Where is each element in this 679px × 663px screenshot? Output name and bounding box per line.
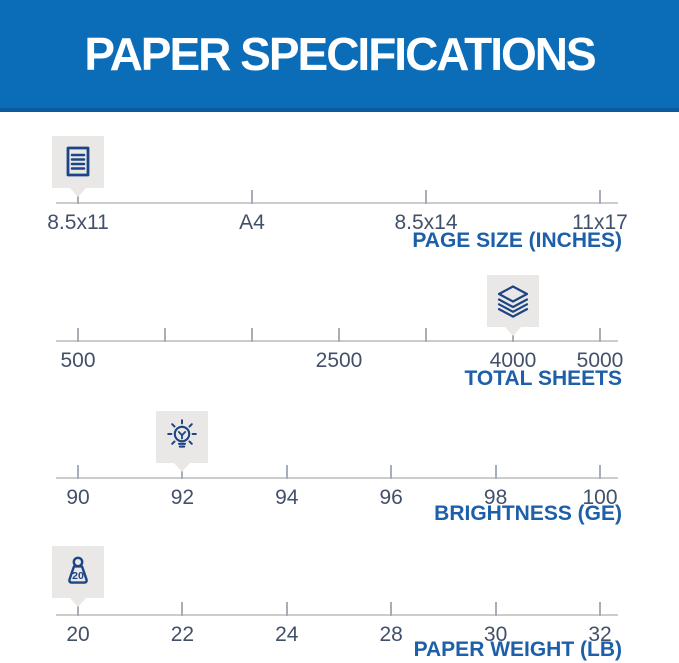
scale-title-paper-weight: PAPER WEIGHT (LB) <box>413 638 622 661</box>
tick-label: 30 <box>483 623 508 646</box>
tick-label: 500 <box>60 349 96 372</box>
scale-title-total-sheets: TOTAL SHEETS <box>464 367 622 390</box>
marker-badge-tail <box>70 188 86 197</box>
tick-mark <box>181 602 184 616</box>
tick-label: A4 <box>239 211 265 234</box>
tick-label: 24 <box>275 623 299 646</box>
tick-label: 11x17 <box>572 211 628 234</box>
tick-mark <box>164 328 166 342</box>
marker-badge-tail <box>505 327 521 336</box>
tick-label: 100 <box>582 486 618 509</box>
tick-label: 8.5x14 <box>394 211 458 234</box>
header-banner: PAPER SPECIFICATIONS <box>0 0 679 112</box>
tick-label: 4000 <box>489 349 537 372</box>
tick-mark <box>425 328 427 342</box>
tick-mark <box>77 465 79 479</box>
axis-line <box>56 614 618 616</box>
document-icon <box>66 146 90 177</box>
tick-mark <box>512 328 514 342</box>
tick-mark <box>599 465 601 479</box>
tick-mark <box>285 602 288 616</box>
tick-mark <box>338 328 340 342</box>
tick-mark <box>599 328 601 342</box>
tick-label: 94 <box>275 486 299 509</box>
tick-label: 8.5x11 <box>47 211 109 234</box>
tick-mark <box>599 190 601 204</box>
axis-line <box>56 202 618 204</box>
axis-line <box>56 340 618 342</box>
tick-mark <box>251 190 253 204</box>
lightbulb-icon <box>167 419 198 448</box>
tick-mark <box>390 465 393 479</box>
tick-mark <box>77 328 79 342</box>
marker-badge-tail <box>70 598 86 607</box>
tick-mark <box>181 465 184 479</box>
tick-label: 90 <box>66 486 90 509</box>
svg-text:20: 20 <box>72 570 84 582</box>
tick-mark <box>285 465 288 479</box>
weight-icon: 20 <box>68 556 88 584</box>
marker-badge <box>52 136 104 197</box>
scale-title-page-size: PAGE SIZE (INCHES) <box>412 229 622 252</box>
tick-mark <box>251 328 253 342</box>
tick-label: 20 <box>66 623 90 646</box>
tick-mark <box>494 602 497 616</box>
tick-mark <box>425 190 427 204</box>
tick-label: 98 <box>483 486 508 509</box>
tick-mark <box>599 602 601 616</box>
tick-mark <box>390 602 393 616</box>
axis-line <box>56 477 618 479</box>
tick-label: 5000 <box>576 349 624 372</box>
tick-mark <box>77 190 79 204</box>
tick-mark <box>494 465 497 479</box>
tick-label: 32 <box>588 623 612 646</box>
page-title: PAPER SPECIFICATIONS <box>84 28 596 80</box>
tick-mark <box>77 602 79 616</box>
tick-label: 96 <box>379 486 403 509</box>
marker-badge: 20 <box>52 546 104 607</box>
tick-label: 22 <box>170 623 195 646</box>
tick-label: 28 <box>379 623 403 646</box>
marker-badge <box>487 275 539 336</box>
tick-label: 92 <box>170 486 195 509</box>
tick-label: 2500 <box>315 349 363 372</box>
sheets-icon <box>497 285 529 318</box>
marker-badge <box>156 411 209 472</box>
scale-title-brightness: BRIGHTNESS (GE) <box>434 502 622 525</box>
marker-badge-tail <box>174 463 191 472</box>
